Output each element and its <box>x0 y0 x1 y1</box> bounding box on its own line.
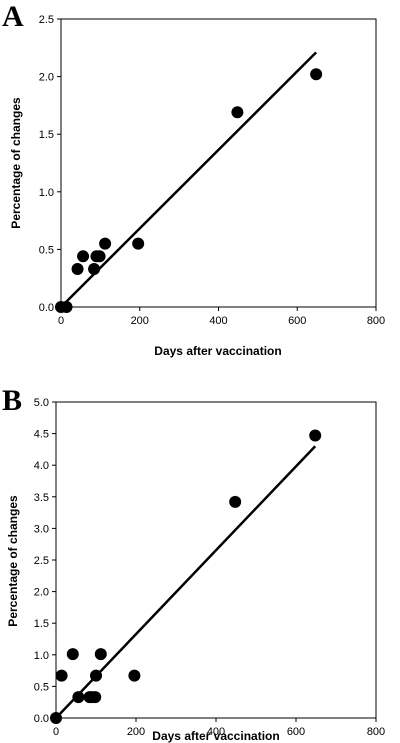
y-axis-title-a: Percentage of changes <box>9 97 23 229</box>
data-layer-b <box>50 429 322 724</box>
y-tick-label: 2.5 <box>39 14 54 26</box>
data-point <box>132 237 145 250</box>
data-layer-a <box>55 51 323 313</box>
y-ticks-a: 0.0 0.5 1.0 1.5 2.0 2.5 <box>39 14 61 314</box>
y-tick-label: 0.5 <box>39 244 54 256</box>
data-point <box>66 648 79 661</box>
data-point <box>99 237 112 250</box>
y-tick-label: 1.0 <box>39 187 54 199</box>
x-tick-label: 200 <box>131 315 149 327</box>
y-tick-label: 0.5 <box>34 681 49 693</box>
data-point <box>94 648 107 661</box>
x-tick-label: 600 <box>287 726 305 738</box>
chart-panel-b: B 0.0 0.5 1.0 1.5 2.0 2.5 3.0 3.5 4.0 4.5 5.0 0 200… <box>2 384 385 743</box>
y-tick-label: 1.5 <box>34 618 49 630</box>
y-tick-label: 1.0 <box>34 650 49 662</box>
data-point <box>90 669 102 682</box>
data-point <box>60 301 73 313</box>
y-tick-label: 2.5 <box>34 555 49 567</box>
chart-panel-a: A 0.0 0.5 1.0 1.5 2.0 2.5 0 200 400 600 800 Days … <box>2 0 385 358</box>
data-point <box>89 691 102 704</box>
x-tick-label: 0 <box>53 726 59 738</box>
trend-line <box>60 51 318 308</box>
y-tick-label: 2.0 <box>39 72 54 84</box>
y-tick-label: 3.5 <box>34 492 49 504</box>
y-tick-label: 4.0 <box>34 460 49 472</box>
data-point <box>72 691 85 704</box>
x-tick-label: 800 <box>367 726 385 738</box>
x-tick-label: 400 <box>207 726 225 738</box>
y-tick-label: 1.5 <box>39 129 54 141</box>
data-point <box>310 68 323 81</box>
x-ticks-a: 0 200 400 600 800 <box>58 307 385 327</box>
x-tick-label: 400 <box>209 315 227 327</box>
x-axis-title-b: Days after vaccination <box>152 729 279 743</box>
data-point <box>88 262 101 275</box>
panel-label-a: A <box>2 0 24 33</box>
data-point <box>77 250 90 263</box>
data-point <box>128 669 141 682</box>
y-tick-label: 5.0 <box>34 397 49 409</box>
x-ticks-b: 0 200 400 600 800 <box>53 718 385 738</box>
data-point <box>309 429 322 442</box>
data-point <box>231 106 244 119</box>
y-ticks-b: 0.0 0.5 1.0 1.5 2.0 2.5 3.0 3.5 4.0 4.5 5.0 <box>34 397 56 725</box>
data-point <box>71 262 84 275</box>
y-tick-label: 3.0 <box>34 523 49 535</box>
x-axis-title-a: Days after vaccination <box>154 344 281 358</box>
y-tick-label: 2.0 <box>34 587 49 599</box>
plot-frame-b <box>55 401 377 719</box>
data-point <box>229 495 242 508</box>
x-tick-label: 600 <box>288 315 306 327</box>
plot-frame-a <box>60 18 377 308</box>
y-tick-label: 0.0 <box>39 302 54 314</box>
x-tick-label: 200 <box>127 726 145 738</box>
panel-label-b: B <box>2 384 22 417</box>
x-tick-label: 800 <box>367 315 385 327</box>
y-axis-title-b: Percentage of changes <box>6 495 20 627</box>
y-tick-label: 4.5 <box>34 429 49 441</box>
x-tick-label: 0 <box>58 315 64 327</box>
data-point <box>55 669 68 682</box>
data-point <box>93 250 106 263</box>
y-tick-label: 0.0 <box>34 713 49 725</box>
data-point <box>50 712 62 724</box>
